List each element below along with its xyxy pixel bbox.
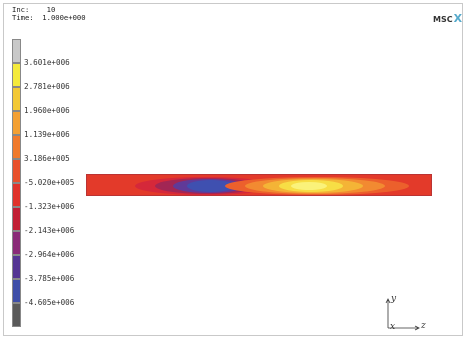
time-value: 1.000e+000 (42, 13, 86, 22)
legend-swatch (12, 39, 21, 63)
legend-swatch (12, 135, 21, 159)
legend-swatch (12, 111, 21, 135)
logo-text: MSC (433, 15, 453, 24)
legend-label: -2.143e+006 (24, 226, 75, 235)
legend-label: 3.601e+006 (24, 58, 70, 67)
axis-triad: y x z (378, 292, 438, 336)
color-legend-bar (12, 39, 21, 327)
time-label: Time: (12, 13, 34, 22)
legend-label: 3.186e+005 (24, 154, 70, 163)
legend-label: -1.323e+006 (24, 202, 75, 211)
legend-label: -2.964e+006 (24, 250, 75, 259)
viewport-frame (3, 3, 463, 336)
axis-x-label: x (390, 322, 396, 332)
legend-swatch (12, 87, 21, 111)
contour-field (87, 175, 431, 195)
legend-label: -5.020e+005 (24, 178, 75, 187)
axis-z-label: z (421, 321, 426, 331)
axis-y-label: y (391, 294, 397, 304)
increment-info: Inc: 10 Time: 1.000e+000 (12, 6, 86, 22)
legend-label: 1.960e+006 (24, 106, 70, 115)
legend-swatch (12, 159, 21, 183)
legend-label: -4.605e+006 (24, 298, 75, 307)
axis-arrows (385, 298, 420, 331)
inc-value: 10 (46, 5, 56, 14)
logo-mark: X (453, 12, 463, 25)
legend-label: -3.785e+006 (24, 274, 75, 283)
legend-swatch (12, 63, 21, 87)
legend-label: 2.781e+006 (24, 82, 70, 91)
msc-logo: MSCX (433, 12, 462, 25)
legend-swatch (12, 207, 21, 231)
contour-plot (86, 174, 432, 196)
inc-label: Inc: (12, 5, 30, 14)
legend-label: 1.139e+006 (24, 130, 70, 139)
legend-swatch (12, 255, 21, 279)
legend-swatch (12, 303, 21, 327)
legend-swatch (12, 183, 21, 207)
legend-swatch (12, 231, 21, 255)
legend-swatch (12, 279, 21, 303)
